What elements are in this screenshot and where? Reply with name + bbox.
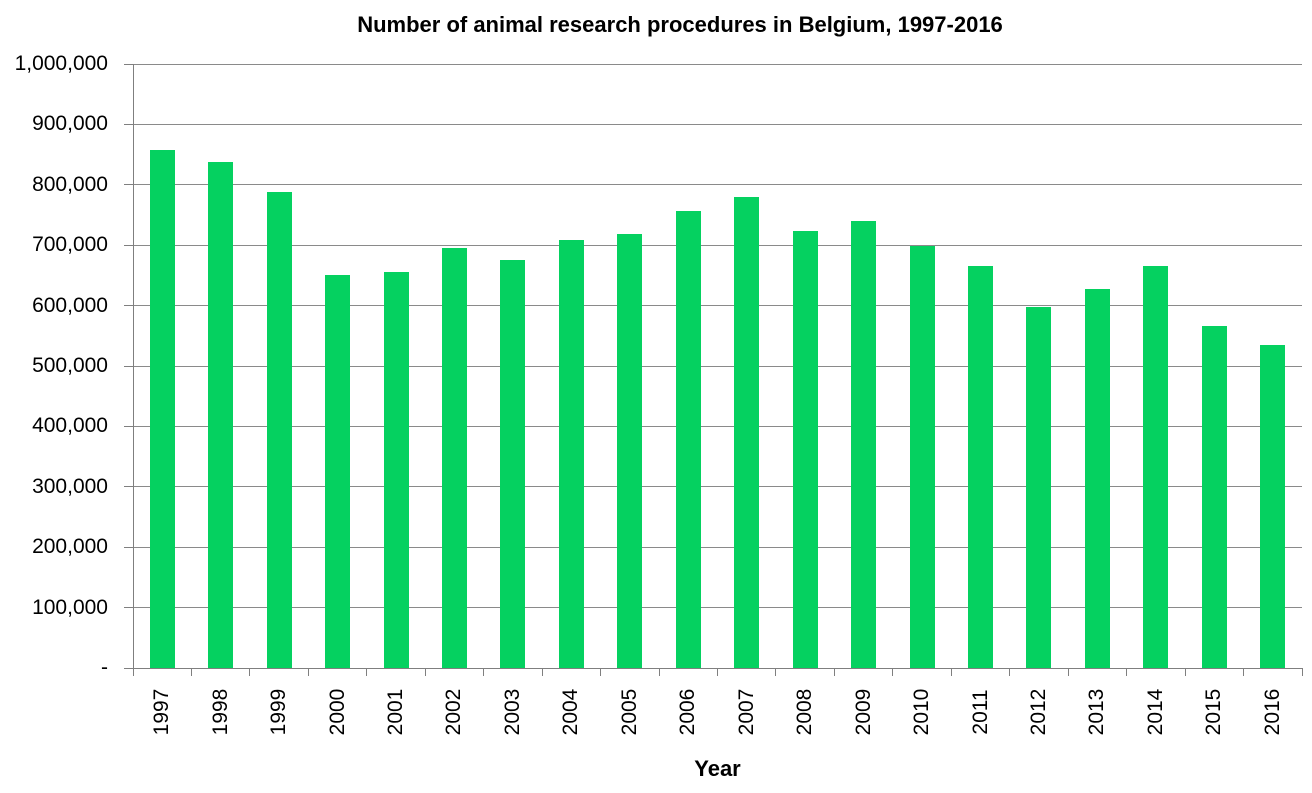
gridline: [133, 305, 1302, 307]
x-axis-tick-label-2001: 2001: [384, 688, 408, 736]
x-axis-tick-label-2013: 2013: [1085, 688, 1109, 736]
x-axis-tick-mark: [249, 668, 251, 676]
x-axis-tick-label-2012: 2012: [1026, 688, 1050, 736]
y-axis-tick-label: -: [101, 656, 108, 679]
x-axis-tick-mark: [658, 668, 660, 676]
x-axis-tick-mark: [1184, 668, 1186, 676]
x-axis-tick-mark: [717, 668, 718, 676]
y-axis-tick-mark: [124, 63, 133, 65]
y-axis-tick-label: 900,000: [32, 112, 108, 136]
gridline: [133, 184, 1302, 186]
gridline: [133, 63, 1302, 65]
x-axis-tick-label-2011: 2011: [968, 689, 992, 735]
x-axis-tick-label-2004: 2004: [559, 688, 583, 736]
x-axis-tick-mark: [1243, 668, 1245, 676]
x-axis-tick-label-1998: 1998: [208, 688, 232, 736]
y-axis-tick-mark: [124, 123, 133, 125]
x-axis-title: Year: [694, 756, 741, 781]
bar-1998: [208, 162, 234, 668]
bar-2016: [1260, 344, 1286, 668]
bar-2004: [558, 240, 584, 668]
y-axis-tick-mark: [124, 607, 133, 609]
x-axis-tick-label-2005: 2005: [617, 688, 641, 736]
x-axis-tick-label-2007: 2007: [734, 688, 758, 736]
bar-2008: [792, 230, 818, 668]
gridline: [133, 486, 1302, 488]
x-axis-tick-label-2000: 2000: [325, 688, 349, 736]
x-axis-tick-mark: [483, 668, 485, 676]
x-axis-tick-label-2008: 2008: [793, 688, 817, 736]
gridline: [133, 425, 1302, 427]
x-axis-tick-mark: [1301, 668, 1303, 676]
x-axis-tick-mark: [307, 668, 309, 676]
bar-2003: [500, 259, 526, 668]
x-axis-tick-mark: [366, 668, 368, 676]
x-axis-tick-label-2014: 2014: [1143, 688, 1167, 736]
y-axis-tick-mark: [124, 365, 133, 367]
x-axis-line: [133, 667, 1302, 669]
y-axis-tick-mark: [124, 425, 133, 427]
x-axis-tick-label-2002: 2002: [442, 688, 466, 736]
y-axis-tick-mark: [124, 667, 133, 669]
bar-1999: [266, 192, 292, 668]
y-axis-tick-mark: [124, 244, 133, 246]
y-axis-tick-mark: [124, 184, 133, 186]
bar-2012: [1026, 306, 1052, 668]
x-axis-tick-mark: [892, 668, 894, 676]
y-axis-tick-label: 300,000: [32, 474, 108, 498]
bar-2000: [325, 274, 351, 668]
bar-1997: [149, 149, 175, 668]
bar-2014: [1143, 266, 1169, 668]
x-axis-tick-mark: [1126, 668, 1128, 676]
bar-2015: [1201, 326, 1227, 668]
y-axis-line: [132, 64, 134, 676]
bar-2009: [851, 221, 877, 668]
y-axis-tick-label: 800,000: [32, 172, 108, 196]
gridline: [133, 607, 1302, 609]
x-axis-tick-mark: [950, 668, 952, 676]
x-axis-tick-label-2009: 2009: [851, 688, 875, 736]
x-axis-tick-mark: [1009, 668, 1011, 676]
bar-2002: [441, 248, 467, 668]
y-axis-tick-mark: [124, 486, 133, 488]
x-axis-tick-label-2010: 2010: [910, 688, 934, 736]
x-axis-tick-mark: [190, 668, 192, 676]
x-axis-tick-mark: [833, 668, 835, 676]
x-axis-tick-label-2015: 2015: [1202, 688, 1226, 736]
gridline: [133, 244, 1302, 246]
x-axis-tick-mark: [775, 668, 777, 676]
y-axis-tick-label: 400,000: [32, 414, 108, 438]
x-axis-tick-mark: [600, 668, 602, 676]
bar-2005: [617, 234, 643, 668]
x-axis-tick-mark: [1067, 668, 1069, 676]
bar-2013: [1084, 288, 1110, 668]
y-axis-tick-label: 1,000,000: [14, 52, 108, 75]
gridline: [133, 123, 1302, 125]
y-axis-tick-label: 200,000: [32, 535, 108, 559]
y-axis-tick-label: 500,000: [32, 354, 108, 377]
bar-2001: [383, 272, 409, 668]
x-axis-tick-label-2016: 2016: [1260, 688, 1284, 736]
y-axis-tick-label: 100,000: [32, 595, 108, 619]
y-axis-tick-mark: [124, 305, 133, 307]
x-axis-tick-label-2006: 2006: [676, 688, 700, 736]
x-axis-tick-mark: [424, 668, 426, 676]
y-axis-tick-mark: [124, 546, 133, 548]
chart-title: Number of animal research procedures in …: [357, 12, 1003, 37]
y-axis-tick-label: 700,000: [32, 233, 108, 257]
x-axis-tick-mark: [541, 668, 543, 676]
gridline: [133, 546, 1302, 548]
y-axis-tick-label: 600,000: [32, 293, 108, 317]
x-axis-tick-label-1997: 1997: [150, 688, 174, 736]
x-axis-tick-label-2003: 2003: [500, 688, 524, 736]
gridline: [133, 365, 1302, 367]
x-axis-tick-label-1999: 1999: [267, 688, 291, 736]
bar-2011: [968, 266, 994, 668]
bar-2007: [734, 197, 760, 668]
bar-2010: [909, 245, 935, 668]
bar-2006: [675, 211, 701, 668]
